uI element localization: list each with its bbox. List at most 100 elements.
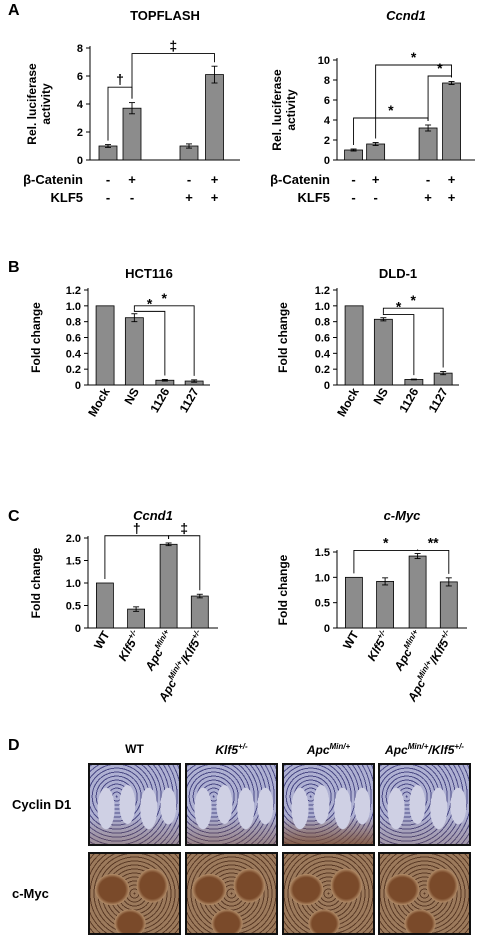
significance-marker: * [383, 534, 389, 550]
bar [159, 543, 178, 629]
significance-bracket [168, 535, 201, 591]
significance-marker: † [116, 71, 124, 87]
legend-mark-beta_catenin: - [105, 172, 111, 187]
chart-title: Ccnd1 [386, 8, 426, 23]
y-tick-label: 1.0 [315, 572, 330, 584]
row-label: c-Myc [12, 885, 49, 901]
y-tick-label: 0 [324, 623, 330, 635]
y-tick-label: 10 [318, 55, 330, 67]
significance-marker: ‡ [180, 520, 188, 536]
panel-label-a: A [8, 2, 20, 19]
significance-marker: * [437, 60, 443, 76]
category-label: Mock [85, 385, 113, 419]
category-label: WT [91, 628, 113, 652]
chart-title: c-Myc [384, 508, 422, 523]
legend-mark-klf5: - [105, 190, 111, 205]
bar [442, 82, 461, 161]
bar [205, 74, 224, 161]
row-label: Cyclin D1 [12, 796, 72, 812]
y-axis-label: Fold change [29, 302, 43, 373]
micrograph [185, 763, 278, 846]
y-axis-label: Rel. luciferaseactivity [270, 69, 298, 151]
category-label: 1126 [396, 385, 421, 415]
y-tick-label: 6 [324, 95, 330, 107]
bar [344, 305, 364, 386]
legend-mark-klf5: + [447, 190, 456, 205]
y-tick-label: 8 [324, 75, 330, 87]
micrograph [185, 852, 278, 935]
chart-A-left: TOPFLASH Rel. luciferaseactivity 0 2 4 6 8 † ‡ [25, 8, 240, 167]
y-tick-label: 4 [324, 115, 331, 127]
significance-bracket [375, 64, 452, 139]
column-header: ApcMin/+/Klf5+/- [385, 742, 464, 757]
bar [95, 305, 115, 386]
micrograph [88, 852, 181, 935]
bar [418, 127, 438, 161]
bar [190, 595, 209, 629]
micrograph [88, 763, 181, 846]
legend-row-label-beta_catenin: β-Catenin [270, 172, 330, 187]
bar [344, 576, 363, 629]
bar [408, 555, 427, 629]
bar [124, 317, 144, 386]
legend-mark-beta_catenin: - [186, 172, 192, 187]
legend-mark-beta_catenin: - [351, 172, 356, 187]
micrograph [378, 763, 471, 846]
chart-B-left: HCT116 Fold change 0 0.2 0.4 0.6 0.8 1.0 1.2 * * Mo… [29, 266, 210, 419]
bar-charts-canvas: TOPFLASH Rel. luciferaseactivity 0 2 4 6 8 † ‡ Cc… [25, 8, 475, 705]
y-tick-label: 0.8 [315, 317, 330, 329]
significance-bracket [353, 117, 429, 145]
legend-mark-klf5: + [210, 190, 219, 205]
y-tick-label: 0.8 [66, 317, 81, 329]
category-label: NS [121, 386, 141, 407]
significance-bracket [131, 53, 215, 99]
panel-label-c: C [8, 508, 20, 525]
significance-marker: * [411, 49, 417, 65]
chart-title: TOPFLASH [130, 8, 200, 23]
chart-title: HCT116 [125, 266, 173, 281]
y-tick-label: 1.2 [315, 285, 330, 297]
legend-mark-klf5: - [129, 190, 135, 205]
y-tick-label: 8 [77, 43, 83, 55]
category-label: WT [340, 628, 362, 652]
y-tick-label: 4 [77, 99, 84, 111]
significance-marker: * [411, 292, 417, 308]
legend-row-label-klf5: KLF5 [297, 190, 331, 205]
bar [98, 145, 118, 161]
significance-marker: † [133, 520, 141, 536]
legend-mark-klf5: + [424, 190, 432, 205]
bar [127, 608, 145, 629]
y-tick-label: 0 [75, 623, 81, 635]
significance-bracket [417, 549, 450, 574]
bar [366, 143, 386, 161]
legend-mark-klf5: - [373, 190, 378, 205]
legend-mark-beta_catenin: + [447, 172, 456, 187]
legend-row-label-beta_catenin: β-Catenin [23, 172, 83, 187]
legend-mark-klf5: + [185, 190, 193, 205]
y-axis-label: Fold change [276, 302, 290, 373]
micrograph [378, 852, 471, 935]
y-tick-label: 1.5 [315, 547, 330, 559]
category-label: 1127 [426, 385, 451, 415]
chart-B-right: DLD-1 Fold change 0 0.2 0.4 0.6 0.8 1.0 1.2 * * Moc… [276, 266, 459, 419]
y-tick-label: 1.2 [66, 285, 81, 297]
y-tick-label: 2 [77, 127, 83, 139]
micrograph [282, 763, 375, 846]
legend-mark-klf5: - [351, 190, 356, 205]
y-axis-label: Fold change [276, 554, 290, 625]
y-tick-label: 0.4 [315, 348, 331, 360]
column-header: Klf5+/- [215, 742, 248, 757]
y-tick-label: 6 [77, 71, 83, 83]
significance-bracket [133, 305, 195, 376]
category-label: 1126 [147, 385, 172, 415]
panel-label-b: B [8, 259, 20, 276]
y-tick-label: 0 [77, 155, 83, 167]
legend-mark-beta_catenin: - [425, 172, 431, 187]
legend-mark-beta_catenin: + [371, 172, 380, 187]
significance-marker: ** [428, 534, 439, 550]
y-tick-label: 0.6 [66, 333, 81, 345]
bar [122, 107, 142, 161]
y-tick-label: 0.6 [315, 333, 330, 345]
legend-row-label-klf5: KLF5 [50, 190, 84, 205]
y-tick-label: 0 [324, 380, 330, 392]
